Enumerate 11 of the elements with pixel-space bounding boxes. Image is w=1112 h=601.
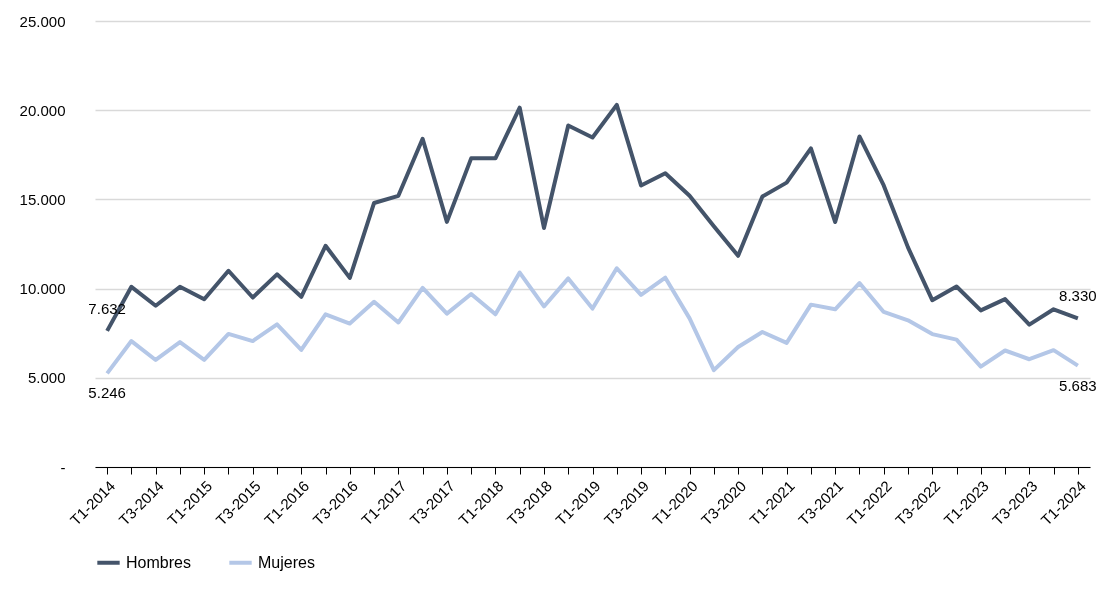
legend-label: Mujeres	[258, 553, 315, 571]
y-tick-label: 10.000	[19, 280, 66, 298]
y-tick-label: 25.000	[19, 12, 66, 30]
y-tick-label: -	[60, 458, 66, 476]
data-label: 8.330	[1059, 287, 1097, 305]
data-label: 5.683	[1059, 376, 1097, 394]
y-tick-label: 15.000	[19, 190, 66, 208]
y-tick-label: 5.000	[27, 369, 66, 387]
legend-label: Hombres	[126, 553, 191, 571]
data-label: 5.246	[88, 384, 126, 402]
y-tick-label: 20.000	[19, 101, 66, 119]
